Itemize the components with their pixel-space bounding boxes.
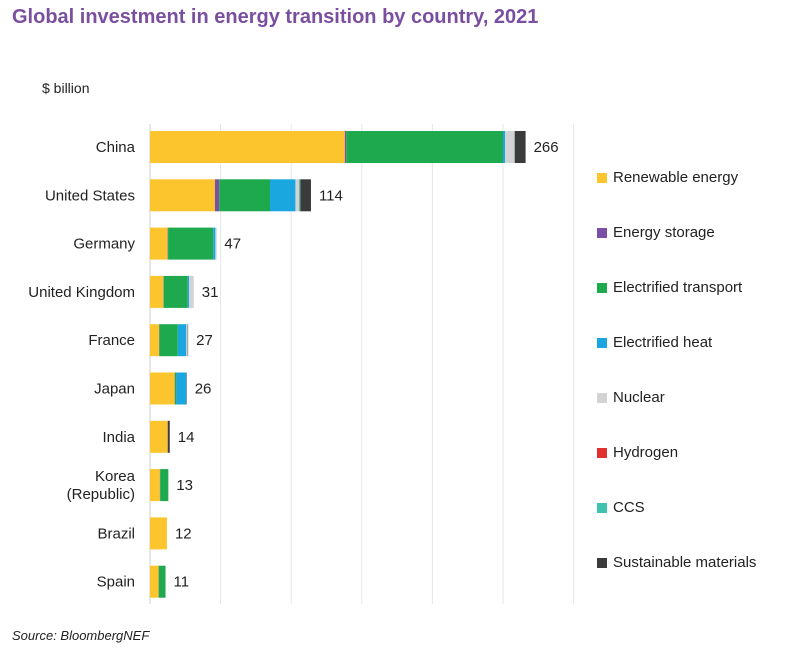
legend-swatch	[597, 227, 607, 238]
legend-swatch	[597, 447, 607, 458]
bar-segment-renewable-energy	[150, 131, 345, 163]
legend-label: Nuclear	[613, 389, 665, 406]
category-label: Korea (Republic)	[67, 468, 136, 503]
bar-segment-renewable-energy	[150, 179, 215, 212]
bar-segment-nuclear	[295, 179, 299, 212]
bar-segment-electrified-heat	[187, 275, 190, 308]
total-label: 14	[178, 429, 195, 446]
category-label: United States	[45, 187, 135, 204]
total-label: 266	[534, 139, 559, 156]
legend-label: CCS	[613, 499, 645, 516]
category-label: Japan	[94, 381, 135, 398]
total-label: 31	[202, 284, 219, 301]
legend: Renewable energy Energy storage Electrifie…	[597, 150, 756, 590]
legend-item: Hydrogen	[597, 425, 756, 480]
category-label: United Kingdom	[28, 284, 135, 301]
legend-label: Energy storage	[613, 224, 715, 241]
category-label: Germany	[73, 236, 135, 253]
bar-segment-electrified-transport	[160, 469, 169, 502]
unit-label: $ billion	[42, 80, 90, 96]
bar-segment-renewable-energy	[150, 275, 164, 308]
total-label: 27	[196, 332, 213, 349]
bar-segment-renewable-energy	[150, 227, 168, 260]
legend-label: Sustainable materials	[613, 554, 757, 571]
bar-segment-sustainable-materials	[300, 179, 311, 212]
bar-segment-energy-storage	[344, 131, 347, 163]
category-label: India	[102, 429, 135, 446]
legend-swatch	[597, 337, 607, 348]
legend-swatch	[597, 502, 607, 513]
legend-swatch	[597, 392, 607, 403]
legend-item: Nuclear	[597, 370, 756, 425]
total-label: 13	[176, 477, 193, 494]
bar-segment-nuclear	[186, 324, 188, 357]
bar-segment-electrified-transport	[159, 324, 178, 357]
total-label: 26	[195, 381, 212, 398]
bar-segment-energy-storage	[214, 179, 220, 212]
source-note: Source: BloombergNEF	[12, 628, 150, 643]
bar-segment-nuclear	[215, 227, 217, 260]
legend-label: Electrified heat	[613, 334, 713, 351]
bar-segment-ccs	[299, 179, 301, 212]
bar-segment-renewable-energy	[150, 565, 159, 598]
category-label: Brazil	[97, 525, 135, 542]
bar-segment-electrified-transport	[163, 275, 188, 308]
bar-segment-renewable-energy	[150, 517, 167, 550]
legend-item: CCS	[597, 480, 756, 535]
legend-item: Electrified heat	[597, 315, 756, 370]
bar-segment-nuclear	[505, 131, 515, 163]
bar-segment-electrified-heat	[177, 324, 187, 357]
legend-label: Hydrogen	[613, 444, 679, 461]
bar-segment-nuclear	[189, 275, 194, 308]
bar-segment-renewable-energy	[150, 420, 168, 453]
total-label: 12	[175, 525, 192, 542]
bar-segment-electrified-transport	[346, 131, 503, 163]
bar-segment-electrified-heat	[213, 227, 216, 260]
bar-segment-renewable-energy	[150, 324, 160, 357]
bar-segment-renewable-energy	[150, 372, 175, 405]
category-label: Spain	[97, 574, 135, 591]
bar-segment-electrified-heat	[503, 131, 506, 163]
bar-segment-electrified-heat	[176, 372, 187, 405]
category-label: China	[96, 139, 136, 156]
bar-segment-electrified-transport	[168, 227, 214, 260]
legend-item: Sustainable materials	[597, 535, 756, 590]
legend-swatch	[597, 557, 607, 568]
chart-title: Global investment in energy transition b…	[12, 6, 539, 28]
bar-segment-electrified-transport	[174, 372, 177, 405]
bar-segment-renewable-energy	[150, 469, 160, 502]
total-label: 11	[174, 574, 190, 591]
legend-swatch	[597, 282, 607, 293]
total-label: 47	[224, 236, 241, 253]
bar-segment-sustainable-materials	[515, 131, 526, 163]
total-label: 114	[319, 187, 343, 204]
legend-swatch	[597, 172, 607, 183]
bar-segment-electrified-heat	[270, 179, 296, 212]
legend-item: Energy storage	[597, 205, 756, 260]
legend-item: Electrified transport	[597, 260, 756, 315]
legend-label: Electrified transport	[613, 279, 743, 296]
bar-segment-electrified-transport	[158, 565, 166, 598]
legend-item: Renewable energy	[597, 150, 756, 205]
bar-segment-sustainable-materials	[167, 420, 170, 453]
category-label: France	[88, 332, 135, 349]
legend-label: Renewable energy	[613, 169, 739, 186]
bar-segment-electrified-transport	[219, 179, 271, 212]
